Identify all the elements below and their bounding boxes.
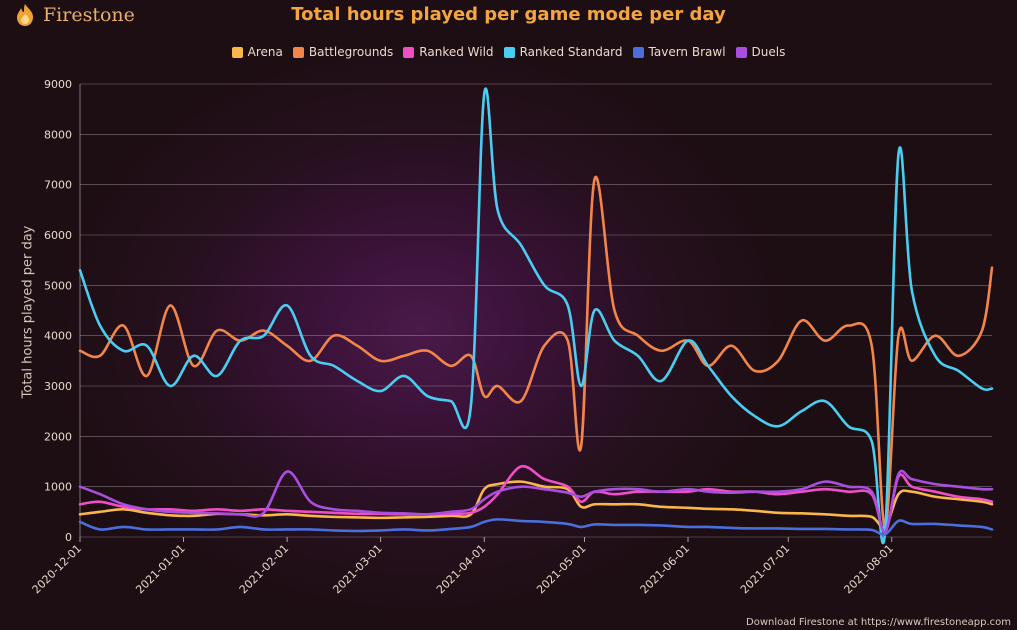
- x-tick-2021-04-01: 2021-04-01: [434, 542, 488, 596]
- x-tick-2021-01-01: 2021-01-01: [133, 542, 187, 596]
- y-tick-3000: 3000: [44, 380, 72, 393]
- y-tick-5000: 5000: [44, 279, 72, 292]
- x-tick-2021-02-01: 2021-02-01: [237, 542, 291, 596]
- x-tick-2020-12-01: 2020-12-01: [30, 542, 84, 596]
- legend-swatch: [292, 46, 304, 58]
- brand: Firestone: [14, 3, 135, 27]
- x-tick-labels: 2020-12-01 2021-01-01 2021-02-01 2021-03-01…: [30, 537, 896, 596]
- y-tick-7000: 7000: [44, 179, 72, 192]
- y-tick-0: 0: [65, 531, 72, 544]
- x-tick-2021-06-01: 2021-06-01: [638, 542, 692, 596]
- series-line-ranked-wild[interactable]: [78, 464, 994, 534]
- legend-label: Tavern Brawl: [648, 45, 726, 59]
- legend-swatch: [403, 46, 415, 58]
- brand-name: Firestone: [43, 4, 135, 26]
- series-line-duels[interactable]: [78, 469, 994, 534]
- chart-title: Total hours played per game mode per day: [291, 4, 726, 25]
- legend-item-battlegrounds[interactable]: Battlegrounds: [292, 45, 394, 59]
- chart-legend: Arena Battlegrounds Ranked Wild Ranked Stan…: [0, 45, 1017, 59]
- legend-label: Ranked Standard: [519, 45, 623, 59]
- footer-text[interactable]: Download Firestone at https://www.firest…: [746, 617, 1011, 628]
- legend-item-ranked-standard[interactable]: Ranked Standard: [503, 45, 623, 59]
- series-line-tavern-brawl[interactable]: [78, 518, 994, 537]
- legend-label: Arena: [247, 45, 283, 59]
- legend-item-duels[interactable]: Duels: [735, 45, 786, 59]
- legend-swatch: [632, 46, 644, 58]
- legend-swatch: [503, 46, 515, 58]
- y-tick-4000: 4000: [44, 330, 72, 343]
- x-tick-2021-08-01: 2021-08-01: [841, 542, 895, 596]
- y-tick-labels: 0 1000 2000 3000 4000 5000 6000 7000 8000 9000: [44, 78, 72, 544]
- y-tick-1000: 1000: [44, 481, 72, 494]
- y-tick-9000: 9000: [44, 78, 72, 91]
- y-tick-2000: 2000: [44, 430, 72, 443]
- y-tick-8000: 8000: [44, 128, 72, 141]
- x-tick-2021-03-01: 2021-03-01: [330, 542, 384, 596]
- legend-item-ranked-wild[interactable]: Ranked Wild: [403, 45, 494, 59]
- legend-item-tavern-brawl[interactable]: Tavern Brawl: [632, 45, 726, 59]
- legend-label: Battlegrounds: [308, 45, 394, 59]
- y-tick-6000: 6000: [44, 229, 72, 242]
- x-tick-2021-05-01: 2021-05-01: [534, 542, 588, 596]
- legend-label: Duels: [751, 45, 786, 59]
- legend-label: Ranked Wild: [419, 45, 494, 59]
- legend-swatch: [231, 46, 243, 58]
- legend-swatch: [735, 46, 747, 58]
- x-tick-2021-07-01: 2021-07-01: [738, 542, 792, 596]
- legend-item-arena[interactable]: Arena: [231, 45, 283, 59]
- series-lines: [78, 87, 994, 545]
- gridlines: [79, 83, 992, 538]
- flame-logo-icon: [17, 4, 33, 26]
